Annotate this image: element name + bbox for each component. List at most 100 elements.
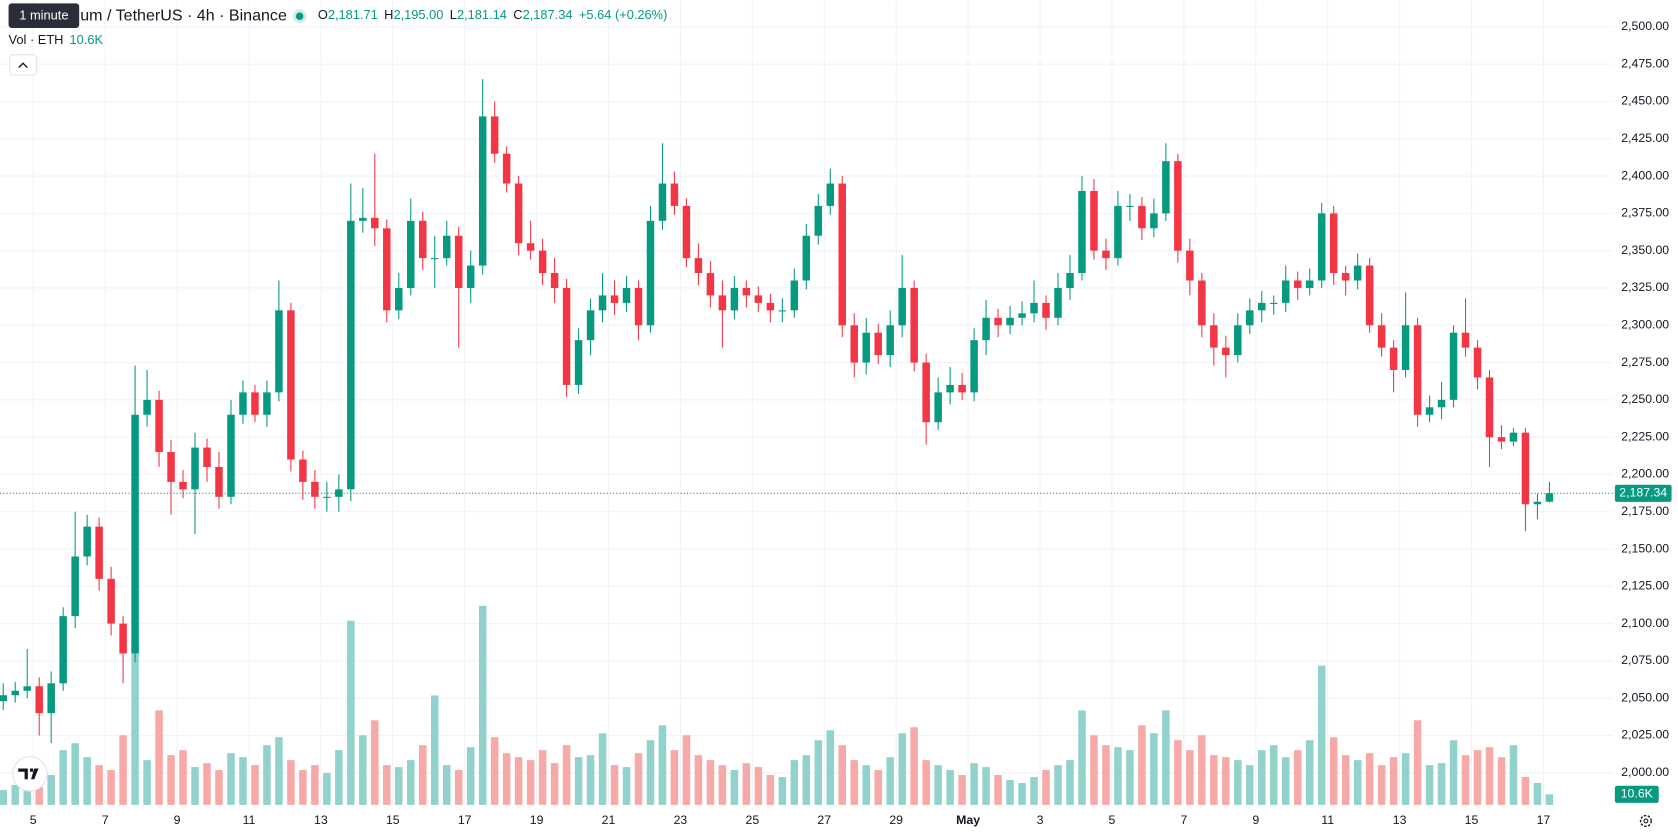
candle-body [1030,302,1038,314]
symbol-title[interactable]: um / TetherUS · 4h · Binance [80,6,287,24]
candle-body [442,235,451,259]
volume-bar [1305,740,1314,805]
x-tick-label: 27 [817,813,831,827]
volume-bar [1030,777,1038,805]
volume-bar [179,750,187,805]
y-tick-label: 2,175.00 [1621,504,1669,518]
candle-body [826,183,835,206]
x-tick-label: 7 [1180,813,1187,827]
volume-bar [442,765,451,805]
volume-bar [1401,753,1410,805]
volume-bar [23,780,31,805]
candle-body [814,205,823,236]
volume-bar [215,770,223,805]
volume-bar [910,727,918,805]
volume-bar [1018,783,1026,805]
x-tick-label: 15 [386,813,400,827]
candle-body [395,287,403,311]
volume-bar [970,763,978,805]
candle-body [1497,437,1506,442]
volume-bar [706,760,715,805]
candle-body [1150,213,1158,229]
ohlc-key: O [318,8,328,23]
candle-body [898,287,906,326]
volume-bar [1054,765,1062,805]
volume-bar [982,767,990,805]
candle-body [1270,302,1278,304]
candle-body [1365,265,1374,326]
candle-body [502,153,511,184]
last-price-label: 2,187.34 [1619,486,1667,500]
volume-bar [1533,783,1542,805]
volume-bar [490,737,499,805]
candle-body [1425,407,1434,415]
candle-body [59,616,67,684]
volume-bar [311,765,319,805]
x-tick-label: 23 [674,813,688,827]
candle-body [1258,302,1266,311]
volume-bar [59,750,67,805]
candle-body [706,273,715,296]
candle-body [790,280,799,311]
x-tick-label: 11 [1321,813,1334,827]
volume-legend-value: 10.6K [70,32,104,47]
volume-bar [634,753,643,805]
candle-body [586,310,595,341]
volume-bar [1174,740,1182,805]
volume-bar [1425,765,1434,805]
volume-bar [610,765,619,805]
y-tick-label: 2,025.00 [1621,728,1669,742]
volume-bar [538,750,547,805]
volume-bar [407,760,415,805]
volume-bar [119,735,127,805]
volume-bar [886,757,894,805]
x-tick-label: 11 [243,813,256,827]
volume-bar [1461,755,1470,805]
candle-body [682,205,691,259]
volume-bar [814,740,823,805]
volume-bar [1437,763,1446,805]
candle-body [478,116,487,266]
volume-bar [11,784,19,805]
x-tick-label: 29 [889,813,903,827]
x-tick-label: 19 [530,813,544,827]
volume-bar [994,775,1002,805]
candle-body [838,183,847,326]
ohlc-value: 2,181.71 [328,8,378,23]
candle-body [1485,377,1494,438]
candle-body [970,340,978,393]
volume-bar [682,735,691,805]
candle-body [874,332,882,356]
logo[interactable] [12,756,48,792]
collapse-icon [18,62,28,69]
candle-body [1186,250,1194,281]
volume-bar [742,763,751,805]
candle-body [610,295,619,303]
volume-bar [934,765,942,805]
x-tick-label: 7 [102,813,109,827]
volume-tag [1614,785,1659,803]
candle-body [886,325,894,356]
collapse-button[interactable] [9,54,37,76]
candle-body [179,481,187,490]
candle-body [203,447,211,467]
candle-body [982,317,990,341]
y-tick-label: 2,500.00 [1621,19,1669,33]
candle-body [946,384,954,393]
x-tick-label: 17 [1537,813,1551,827]
candle-body [0,695,7,702]
volume-bar [1365,753,1374,805]
tooltip-text: 1 minute [19,8,68,23]
x-tick-label: 13 [314,813,328,827]
candle-body [71,556,79,617]
candle-body [670,183,679,206]
volume-bar [275,737,283,805]
candle-body [1545,493,1554,502]
candle-body [730,287,739,311]
candle-body [131,414,139,654]
ohlc-value: 2,195.00 [393,8,443,23]
volume-bar [766,775,775,805]
volume-bar [1509,745,1518,805]
candle-body [1461,332,1470,348]
settings-gear[interactable] [1639,814,1652,827]
